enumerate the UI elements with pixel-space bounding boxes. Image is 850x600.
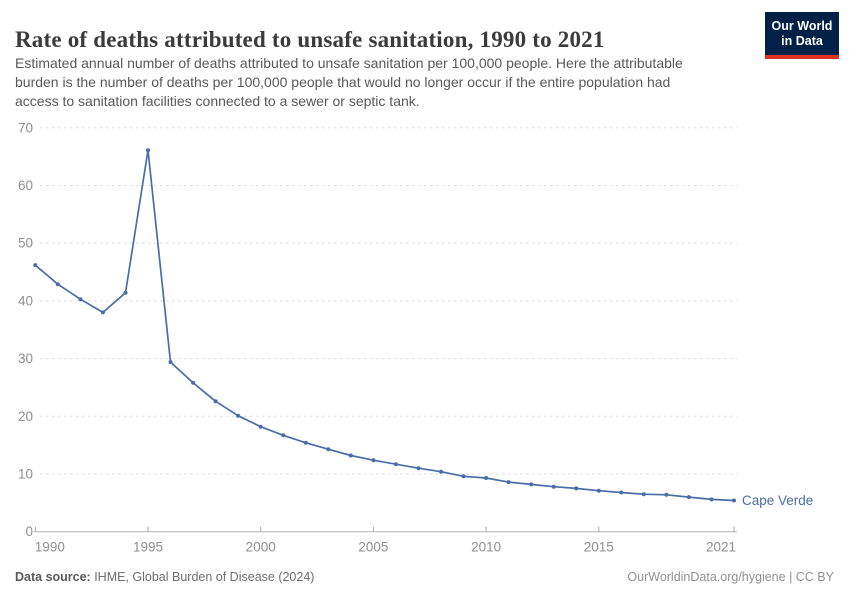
data-point (100, 310, 105, 315)
y-tick-label: 20 (18, 409, 33, 424)
data-point (664, 492, 669, 497)
data-point (33, 263, 38, 268)
data-point (484, 476, 489, 480)
x-tick-label: 2005 (358, 540, 388, 555)
data-point (326, 447, 331, 452)
data-point (551, 484, 556, 489)
data-point (236, 413, 241, 418)
data-point (529, 482, 534, 487)
data-point (213, 399, 218, 404)
data-point (596, 488, 601, 493)
owid-logo[interactable]: Our World in Data (765, 12, 839, 59)
data-point (123, 290, 128, 295)
data-point (348, 453, 353, 458)
data-point (574, 486, 579, 491)
y-tick-label: 30 (18, 351, 33, 366)
entity-label: Cape Verde (742, 493, 813, 508)
y-tick-label: 40 (18, 293, 33, 308)
data-point (78, 297, 83, 302)
y-tick-label: 60 (18, 178, 33, 193)
datasource-note: Data source: IHME, Global Burden of Dise… (15, 570, 314, 584)
x-tick-label: 1995 (133, 540, 163, 555)
owid-logo-line2: in Data (781, 34, 823, 49)
data-point (281, 433, 286, 438)
data-point (686, 495, 691, 500)
chart-subtitle: Estimated annual number of deaths attrib… (15, 54, 760, 110)
data-point (393, 462, 398, 467)
x-tick-label: 2021 (706, 540, 736, 555)
data-point (439, 469, 443, 474)
y-tick-label: 0 (25, 524, 33, 539)
data-point (258, 424, 263, 429)
data-point (303, 440, 308, 445)
data-point (506, 480, 511, 485)
datasource-value: IHME, Global Burden of Disease (2024) (90, 570, 315, 584)
data-point (416, 466, 421, 471)
data-point (709, 497, 714, 502)
attribution-link[interactable]: OurWorldinData.org/hygiene | CC BY (627, 570, 834, 584)
data-line (34, 149, 735, 502)
data-point (461, 474, 466, 479)
owid-logo-line1: Our World (771, 19, 833, 33)
y-tick-label: 50 (18, 236, 33, 251)
x-tick-label: 2015 (584, 540, 614, 555)
data-point (371, 458, 376, 463)
data-point (146, 148, 150, 153)
data-point (191, 380, 196, 385)
x-tick-label: 2010 (471, 540, 501, 555)
data-point (619, 490, 624, 495)
data-point (641, 492, 646, 497)
x-tick-label: 2000 (246, 540, 276, 555)
datasource-label: Data source: (15, 570, 91, 584)
data-point (732, 498, 736, 503)
subtitle-line: Estimated annual number of deaths attrib… (15, 55, 683, 71)
data-point (168, 360, 173, 365)
x-tick-label: 1990 (35, 540, 65, 555)
page-title: Rate of deaths attributed to unsafe sani… (15, 27, 605, 53)
data-point (55, 282, 60, 287)
y-tick-label: 70 (18, 120, 33, 135)
subtitle-line: access to sanitation facilities connecte… (15, 92, 420, 109)
y-tick-label: 10 (18, 467, 33, 482)
subtitle-line: burden is the number of deaths per 100,0… (15, 73, 671, 90)
